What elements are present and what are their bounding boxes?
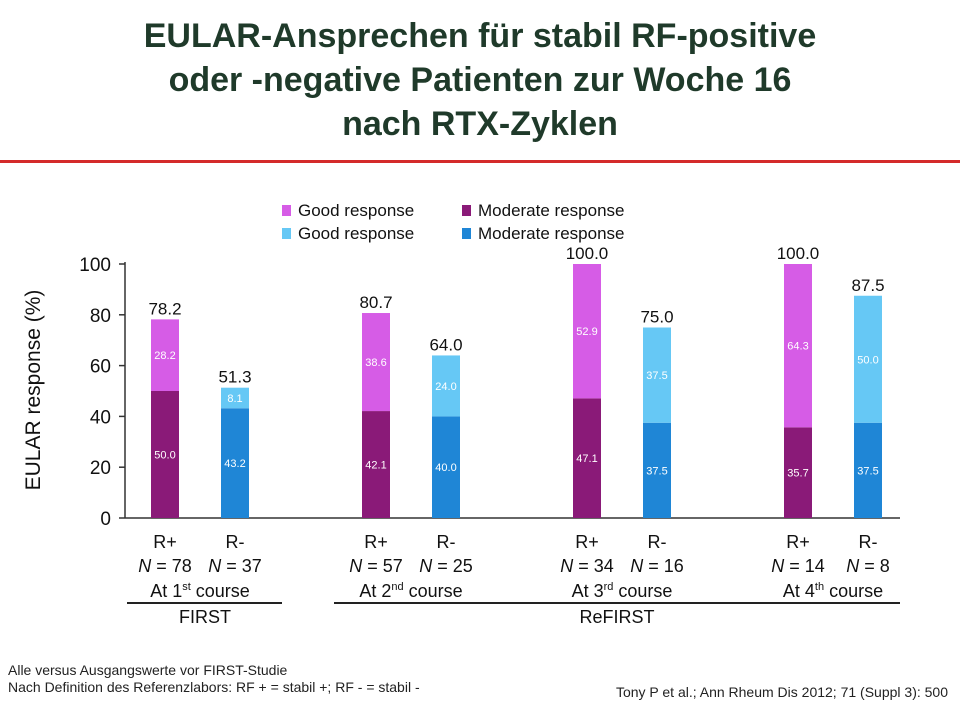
bar-good bbox=[573, 264, 601, 399]
category-n-label: N = 14 bbox=[771, 556, 825, 576]
category-group-label: R- bbox=[648, 532, 667, 552]
category-group-label: R+ bbox=[575, 532, 599, 552]
chart-bars: 50.0 28.2 78.2 43.2 8.1 51.3 42.1 38.6 80.7 40.0 2… bbox=[148, 244, 885, 518]
citation: Tony P et al.; Ann Rheum Dis 2012; 71 (S… bbox=[615, 684, 948, 700]
footnotes: Alle versus Ausgangswerte vor FIRST-Stud… bbox=[8, 662, 420, 696]
category-group-label: R- bbox=[226, 532, 245, 552]
bar-moderate bbox=[854, 422, 882, 518]
category-group-label: R+ bbox=[364, 532, 388, 552]
y-tick-label: 20 bbox=[90, 458, 111, 479]
chart-legend: Good response Moderate response Good respo… bbox=[282, 201, 624, 243]
study-label: ReFIRST bbox=[579, 607, 654, 627]
bar-moderate bbox=[643, 422, 671, 518]
bar-total-label: 80.7 bbox=[359, 293, 392, 312]
bar-good bbox=[854, 295, 882, 423]
bar-moderate bbox=[362, 411, 390, 518]
course-label: At 3rd course bbox=[572, 581, 673, 601]
bar-good-label: 38.6 bbox=[365, 357, 386, 369]
bar-good-label: 50.0 bbox=[857, 354, 878, 366]
y-tick-label: 0 bbox=[100, 509, 111, 530]
course-label: At 4th course bbox=[783, 581, 883, 601]
bar-moderate-label: 37.5 bbox=[857, 465, 878, 477]
bar-good-label: 8.1 bbox=[227, 393, 242, 405]
category-group-label: R+ bbox=[786, 532, 810, 552]
bar-moderate-label: 43.2 bbox=[224, 458, 245, 470]
title-line: EULAR-Ansprechen für stabil RF-positive bbox=[143, 17, 817, 55]
bar-moderate-label: 35.7 bbox=[787, 468, 808, 480]
bar-moderate bbox=[432, 416, 460, 518]
category-n-label: N = 16 bbox=[630, 556, 684, 576]
category-group-label: R- bbox=[437, 532, 456, 552]
title-line: nach RTX-Zyklen bbox=[342, 105, 618, 143]
legend-swatch bbox=[282, 205, 291, 216]
y-tick-label: 80 bbox=[90, 306, 111, 327]
bar-total-label: 87.5 bbox=[851, 276, 884, 295]
legend-swatch bbox=[462, 205, 471, 216]
bar-good bbox=[643, 327, 671, 423]
bar-moderate-label: 47.1 bbox=[576, 453, 597, 465]
chart-categories: R+ N = 78 R- N = 37 R+ N = 57 R- N = 25 R+ N = 34… bbox=[127, 532, 900, 627]
bar-total-label: 51.3 bbox=[218, 368, 251, 387]
eular-response-chart: Good response Moderate response Good respo… bbox=[22, 201, 900, 627]
y-tick-label: 60 bbox=[90, 357, 111, 378]
bar-good bbox=[151, 319, 179, 391]
slide-title: EULAR-Ansprechen für stabil RF-positive … bbox=[0, 14, 960, 146]
legend-label: Moderate response bbox=[478, 201, 624, 220]
legend-swatch bbox=[282, 228, 291, 239]
legend-label: Good response bbox=[298, 224, 414, 243]
legend-label: Moderate response bbox=[478, 224, 624, 243]
bar-total-label: 75.0 bbox=[640, 308, 673, 327]
title-divider bbox=[0, 160, 960, 163]
category-n-label: N = 34 bbox=[560, 556, 614, 576]
bar-good-label: 64.3 bbox=[787, 341, 808, 353]
bar-total-label: 78.2 bbox=[148, 299, 181, 318]
bar-total-label: 100.0 bbox=[777, 244, 820, 263]
footnote: Nach Definition des Referenzlabors: RF +… bbox=[8, 679, 420, 695]
bar-good-label: 28.2 bbox=[154, 350, 175, 362]
category-group-label: R- bbox=[859, 532, 878, 552]
bar-good bbox=[362, 313, 390, 412]
bar-good bbox=[432, 355, 460, 417]
bar-good-label: 24.0 bbox=[435, 381, 456, 393]
bar-total-label: 100.0 bbox=[566, 244, 609, 263]
category-n-label: N = 57 bbox=[349, 556, 403, 576]
bar-good-label: 37.5 bbox=[646, 370, 667, 382]
category-n-label: N = 78 bbox=[138, 556, 192, 576]
y-axis-title: EULAR response (%) bbox=[22, 290, 45, 491]
bar-good bbox=[784, 264, 812, 428]
category-n-label: N = 37 bbox=[208, 556, 262, 576]
bar-moderate bbox=[573, 398, 601, 518]
bar-moderate-label: 42.1 bbox=[365, 460, 386, 472]
footnote: Alle versus Ausgangswerte vor FIRST-Stud… bbox=[8, 662, 288, 678]
course-label: At 2nd course bbox=[359, 581, 462, 601]
category-group-label: R+ bbox=[153, 532, 177, 552]
study-label: FIRST bbox=[179, 607, 231, 627]
bar-moderate bbox=[221, 408, 249, 518]
course-label: At 1st course bbox=[150, 581, 250, 601]
bar-moderate-label: 50.0 bbox=[154, 450, 175, 462]
legend-label: Good response bbox=[298, 201, 414, 220]
category-n-label: N = 25 bbox=[419, 556, 473, 576]
bar-moderate-label: 40.0 bbox=[435, 462, 456, 474]
bar-good bbox=[221, 387, 249, 409]
title-line: oder -negative Patienten zur Woche 16 bbox=[168, 61, 792, 99]
chart-axes: 0 20 40 60 80 100 EULAR response (%) bbox=[22, 255, 900, 530]
legend-swatch bbox=[462, 228, 471, 239]
bar-total-label: 64.0 bbox=[429, 335, 462, 354]
bar-moderate bbox=[784, 427, 812, 518]
y-tick-label: 40 bbox=[90, 407, 111, 428]
y-tick-label: 100 bbox=[79, 255, 111, 276]
bar-good-label: 52.9 bbox=[576, 326, 597, 338]
category-n-label: N = 8 bbox=[846, 556, 890, 576]
bar-moderate-label: 37.5 bbox=[646, 465, 667, 477]
bar-moderate bbox=[151, 391, 179, 518]
